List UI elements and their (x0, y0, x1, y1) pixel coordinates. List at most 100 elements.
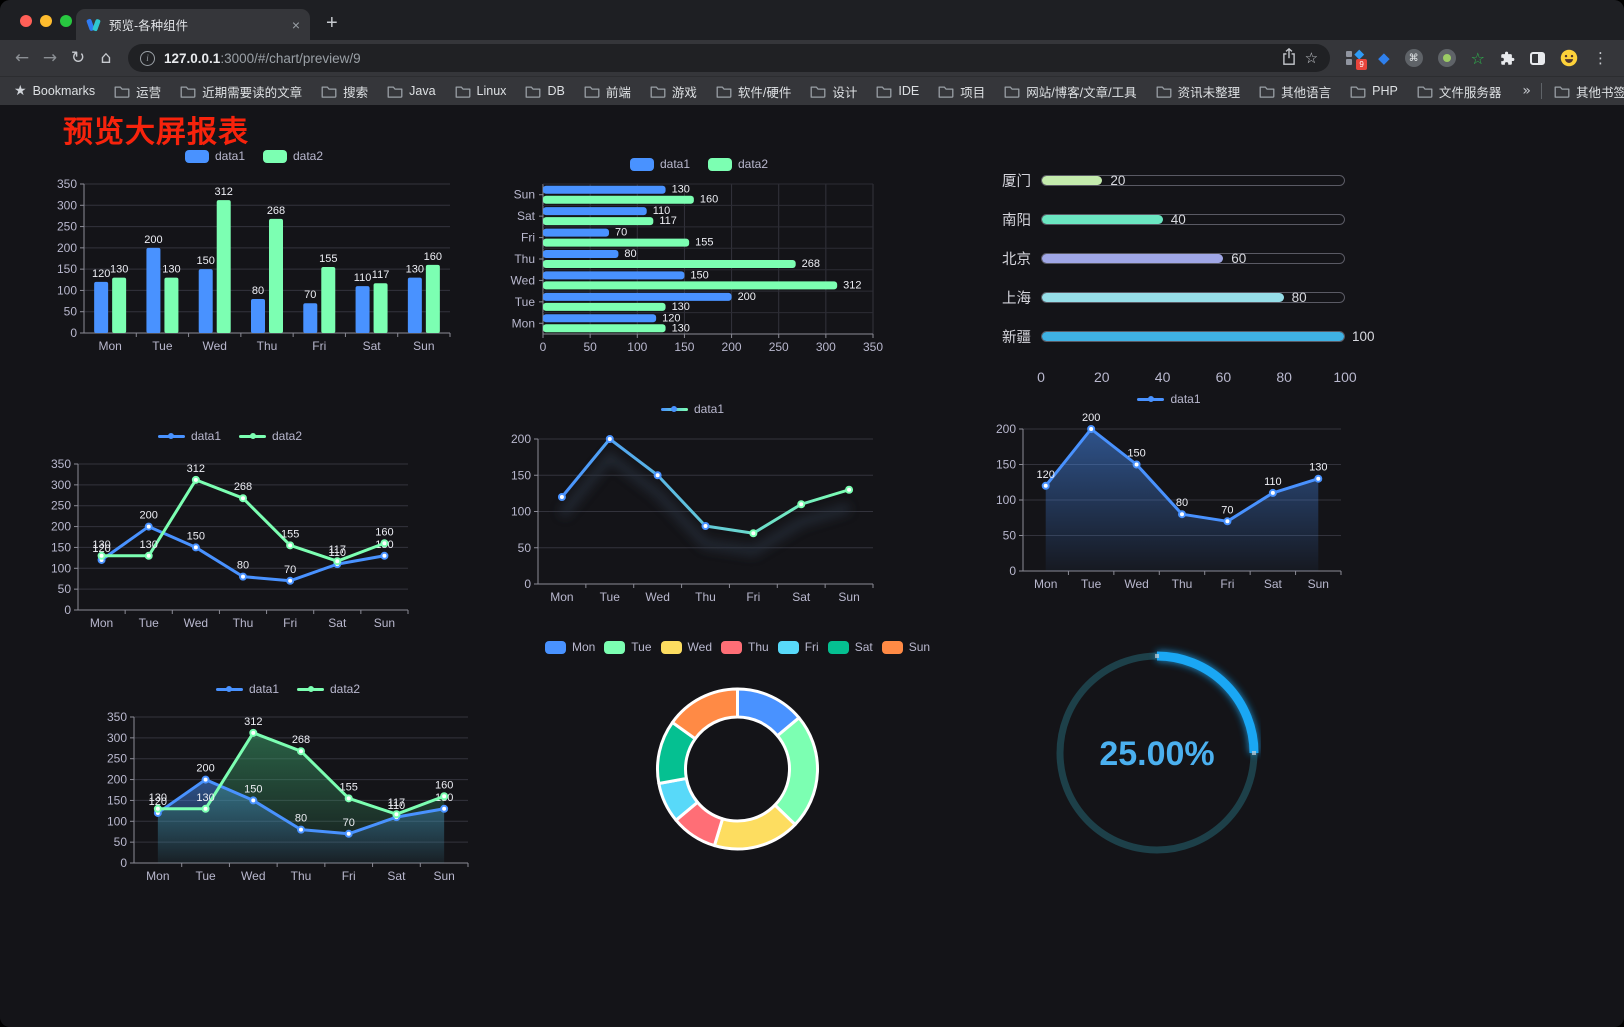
bookmark-folder[interactable]: 项目 (938, 82, 985, 101)
bookmarks-overflow-chevron[interactable]: » (1522, 83, 1531, 99)
bookmark-folder[interactable]: 运营 (114, 82, 161, 101)
svg-text:117: 117 (388, 797, 406, 809)
svg-text:50: 50 (58, 582, 72, 596)
bookmark-folder[interactable]: Java (387, 84, 436, 98)
tab-close-icon[interactable]: × (291, 16, 300, 33)
legend-item-data1[interactable]: data1 (184, 149, 245, 163)
extension-green-dot-icon[interactable] (1437, 49, 1456, 67)
share-icon[interactable] (1282, 47, 1296, 69)
window-close-button[interactable] (20, 15, 32, 27)
legend-item-Tue[interactable]: Tue (604, 640, 652, 654)
svg-text:Thu: Thu (233, 616, 254, 630)
profile-avatar-icon[interactable] (1560, 49, 1578, 67)
bookmark-folder[interactable]: 网站/博客/文章/工具 (1004, 82, 1137, 101)
svg-text:120: 120 (149, 796, 167, 808)
pie-slice-Sun[interactable] (670, 687, 739, 741)
extension-command-icon[interactable]: ⌘ (1404, 49, 1423, 67)
tab-title: 预览-各种组件 (109, 19, 189, 33)
window-zoom-button[interactable] (60, 15, 72, 27)
dashboard-page: 预览大屏报表 data1 data2 0 50 100 150 200 250 300 350 Mo… (0, 105, 1624, 1026)
legend-item-Fri[interactable]: Fri (777, 640, 819, 654)
bookmark-folder[interactable]: IDE (876, 84, 919, 98)
legend-item-data2[interactable]: data2 (297, 682, 360, 696)
extensions-puzzle-icon[interactable] (1500, 51, 1515, 66)
svg-text:150: 150 (57, 262, 77, 276)
sidebar-toggle-icon[interactable] (1530, 51, 1545, 65)
legend-item-data1[interactable]: data1 (629, 157, 690, 171)
progress-track: 20 (1041, 173, 1345, 188)
legend-item-Wed[interactable]: Wed (660, 640, 712, 654)
legend-item-Sat[interactable]: Sat (827, 640, 873, 654)
svg-text:150: 150 (996, 458, 1016, 472)
bookmark-folder[interactable]: PHP (1350, 84, 1398, 98)
svg-text:312: 312 (244, 716, 262, 728)
bookmark-folder[interactable]: 资讯未整理 (1156, 82, 1240, 101)
address-bar[interactable]: i 127.0.0.1:3000/#/chart/preview/9 ☆ (128, 44, 1331, 72)
legend-item-data2[interactable]: data2 (239, 429, 302, 443)
window-minimize-button[interactable] (40, 15, 52, 27)
extension-star-icon[interactable]: ☆ (1470, 48, 1485, 68)
legend-item-data1[interactable]: data1 (215, 682, 279, 696)
extension-gem-icon[interactable]: ◆ (1378, 49, 1390, 67)
legend-item-data2[interactable]: data2 (263, 149, 323, 163)
legend-item-data1[interactable]: data1 (1137, 392, 1201, 406)
bookmark-star-icon[interactable]: ☆ (1304, 49, 1319, 67)
site-favicon-icon (86, 18, 101, 32)
svg-text:Fri: Fri (312, 339, 326, 353)
bookmark-folder[interactable]: 前端 (584, 82, 631, 101)
legend-item-data2[interactable]: data2 (708, 157, 768, 171)
pie-slice-Tue[interactable] (773, 716, 819, 827)
bookmark-label: 设计 (832, 85, 858, 100)
bar-vertical-canvas: 0 50 100 150 200 250 300 350 Mon Tue Wed Thu Fri Sat S… (57, 177, 451, 353)
bookmark-folder[interactable]: 搜索 (321, 82, 368, 101)
axis-tick-label: 100 (1333, 369, 1357, 385)
legend-item-data1[interactable]: data1 (660, 402, 724, 416)
bookmark-folder[interactable]: 其他语言 (1259, 82, 1331, 101)
legend-line-marker (239, 430, 266, 443)
reload-icon[interactable]: ↻ (70, 48, 86, 68)
bookmark-folder[interactable]: Linux (455, 84, 506, 98)
legend-line-marker (660, 403, 688, 416)
svg-text:268: 268 (234, 481, 252, 493)
progress-track: 60 (1041, 251, 1345, 266)
pie-slice-Wed[interactable] (712, 803, 797, 851)
url-text[interactable]: 127.0.0.1:3000/#/chart/preview/9 (164, 51, 1273, 66)
home-icon[interactable]: ⌂ (100, 48, 112, 68)
bookmarks-root[interactable]: ★ Bookmarks (14, 83, 95, 99)
legend-item-Mon[interactable]: Mon (544, 640, 595, 654)
legend-item-Sun[interactable]: Sun (881, 640, 931, 654)
bookmark-folder[interactable]: 游戏 (650, 82, 697, 101)
bookmark-folder[interactable]: 近期需要读的文章 (180, 82, 302, 101)
progress-fill (1042, 292, 1284, 302)
bookmark-label: 文件服务器 (1438, 85, 1502, 100)
browser-menu-icon[interactable]: ⋮ (1593, 49, 1608, 67)
svg-text:250: 250 (769, 340, 789, 354)
svg-text:150: 150 (674, 340, 694, 354)
svg-text:350: 350 (863, 340, 883, 354)
legend-label: Sun (908, 640, 931, 654)
svg-text:200: 200 (196, 763, 214, 775)
bookmark-folder[interactable]: DB (525, 84, 565, 98)
site-info-icon[interactable]: i (140, 50, 155, 66)
svg-text:200: 200 (738, 291, 756, 303)
legend-item-data1[interactable]: data1 (157, 429, 221, 443)
bookmark-label: 运营 (136, 85, 162, 100)
legend-item-Thu[interactable]: Thu (721, 640, 769, 654)
svg-text:130: 130 (672, 184, 690, 196)
progress-track: 100 (1041, 329, 1375, 344)
other-bookmarks[interactable]: 其他书签 (1554, 82, 1624, 101)
bookmark-folder[interactable]: 设计 (810, 82, 857, 101)
progress-row: 厦门 20 (993, 173, 1345, 190)
svg-text:155: 155 (695, 237, 713, 249)
bookmark-folder[interactable]: 文件服务器 (1417, 82, 1502, 101)
bookmark-folder[interactable]: 软件/硬件 (716, 82, 791, 101)
browser-tab[interactable]: 预览-各种组件 × (76, 9, 310, 40)
back-icon[interactable]: ← (14, 48, 30, 68)
extension-grid-badge-icon[interactable]: 9 (1346, 49, 1368, 70)
forward-icon[interactable]: → (42, 48, 58, 68)
svg-text:Thu: Thu (514, 252, 535, 266)
chart-line-gradient: data1 0 50 100 150 200 Mon Tue Wed Thu Fri Sat Sun (500, 398, 885, 611)
new-tab-button[interactable]: + (326, 12, 338, 34)
progress-fill (1042, 253, 1224, 263)
svg-text:110: 110 (388, 800, 406, 812)
